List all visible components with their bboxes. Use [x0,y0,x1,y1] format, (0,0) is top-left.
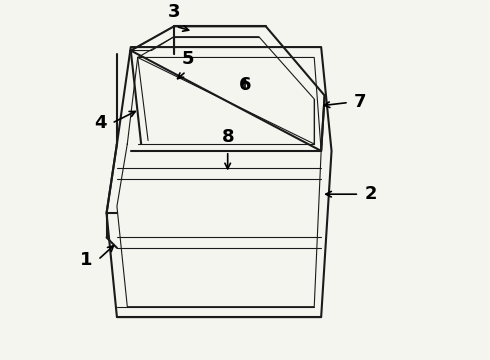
Text: 7: 7 [354,94,367,112]
Text: 5: 5 [182,50,194,68]
Text: 3: 3 [168,3,180,21]
Text: 4: 4 [94,114,106,132]
Text: 1: 1 [80,251,93,269]
Text: 6: 6 [239,76,251,94]
Text: 8: 8 [221,128,234,146]
Text: 2: 2 [365,185,377,203]
